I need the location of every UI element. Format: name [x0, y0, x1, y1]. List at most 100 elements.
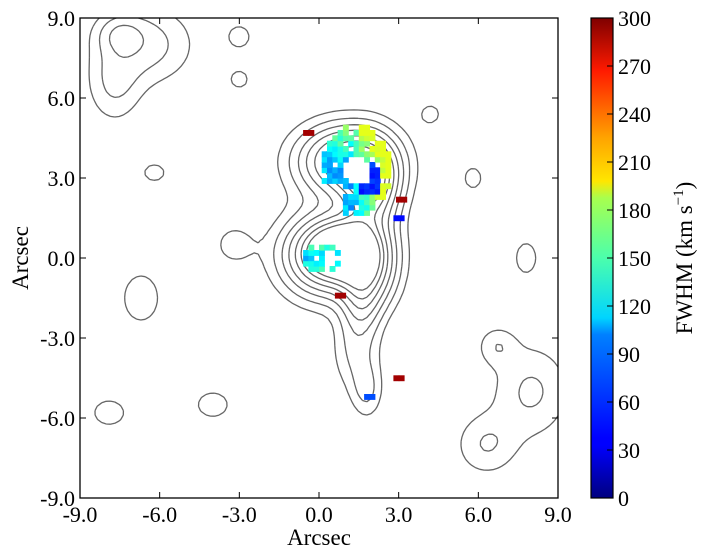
fwhm-pixel — [308, 130, 315, 136]
fwhm-pixel — [327, 172, 333, 179]
fwhm-pixel — [348, 204, 355, 211]
fwhm-pixel — [358, 130, 365, 136]
fwhm-pixel — [353, 194, 360, 200]
colorbar-tick-label: 60 — [618, 390, 640, 415]
fwhm-pixel — [364, 135, 370, 142]
fwhm-pixel — [348, 194, 355, 200]
contour-level — [288, 129, 400, 321]
colorbar-tick-label: 30 — [618, 438, 640, 463]
colorbar-axis: 0 30 60 90 120 150 180 210 240 270 300 — [607, 6, 651, 511]
fwhm-pixel — [337, 162, 344, 168]
fwhm-pixel — [303, 260, 309, 267]
fwhm-pixel — [358, 124, 365, 131]
y-tick-label: 0.0 — [48, 246, 76, 271]
fwhm-pixel — [327, 156, 333, 163]
fwhm-pixel — [342, 135, 349, 142]
fwhm-pixel — [380, 162, 386, 168]
fwhm-pixel — [327, 167, 333, 174]
fwhm-pixel — [303, 250, 309, 256]
fwhm-pixel — [337, 178, 344, 184]
fwhm-pixel — [380, 151, 386, 158]
fwhm-pixel — [374, 183, 381, 190]
fwhm-pixel — [342, 183, 349, 190]
fwhm-pixel — [353, 146, 360, 152]
fwhm-pixel — [332, 178, 339, 184]
colorbar-label: FWHM (km s−1) — [671, 182, 697, 335]
fwhm-pixel — [342, 130, 349, 136]
colorbar-tick-label: 210 — [618, 150, 651, 175]
fwhm-pixel — [342, 151, 349, 158]
fwhm-pixel — [369, 188, 376, 195]
fwhm-pixel — [353, 210, 360, 216]
fwhm-pixel — [348, 140, 355, 147]
fwhm-pixel — [380, 194, 386, 200]
fwhm-pixel — [369, 151, 376, 158]
y-tick-label: -3.0 — [40, 326, 75, 351]
fwhm-pixel — [340, 292, 347, 299]
x-tick-label: 3.0 — [385, 502, 413, 527]
fwhm-pixel — [364, 130, 370, 136]
fwhm-pixel — [393, 375, 400, 382]
fwhm-pixel — [385, 167, 392, 174]
fwhm-pixel — [385, 172, 392, 179]
contour-level — [294, 135, 395, 310]
fwhm-pixel — [380, 183, 386, 190]
fwhm-pixel — [374, 194, 381, 200]
fwhm-pixel — [364, 210, 370, 216]
fwhm-pixel — [374, 188, 381, 195]
fwhm-pixel — [319, 260, 325, 267]
fwhm-pixel — [342, 194, 349, 200]
fwhm-pixel — [342, 210, 349, 216]
fwhm-pixel — [321, 156, 328, 163]
x-tick-label: 6.0 — [465, 502, 493, 527]
fwhm-pixel — [319, 244, 325, 251]
fwhm-pixel — [342, 204, 349, 211]
fwhm-pixel — [332, 140, 339, 147]
fwhm-pixel — [380, 140, 386, 147]
y-tick-label: 3.0 — [48, 166, 76, 191]
fwhm-pixel — [358, 151, 365, 158]
fwhm-pixel — [369, 204, 376, 211]
fwhm-pixel — [308, 255, 315, 262]
colorbar-tick-label: 270 — [618, 54, 651, 79]
fwhm-pixel — [321, 178, 328, 184]
fwhm-pixel — [364, 124, 370, 131]
fwhm-pixel — [337, 151, 344, 158]
fwhm-pixel — [337, 140, 344, 147]
fwhm-pixel — [308, 250, 315, 256]
fwhm-pixel — [358, 188, 365, 195]
x-axis-label: Arcsec — [287, 525, 351, 550]
fwhm-pixel — [308, 244, 315, 251]
fwhm-pixel — [348, 151, 355, 158]
fwhm-pixel — [321, 162, 328, 168]
fwhm-pixel — [334, 292, 341, 299]
fwhm-pixel — [337, 146, 344, 152]
contour-level — [98, 18, 544, 452]
fwhm-pixel — [321, 151, 328, 158]
fwhm-pixel — [353, 199, 360, 206]
contour-level — [108, 24, 405, 337]
fwhm-pixel — [332, 172, 339, 179]
fwhm-pixel — [374, 140, 381, 147]
x-tick-label: -6.0 — [142, 502, 177, 527]
fwhm-pixel — [380, 146, 386, 152]
fwhm-pixel — [369, 167, 376, 174]
fwhm-pixel — [319, 255, 325, 262]
fwhm-pixel — [329, 244, 336, 251]
fwhm-pixel — [334, 260, 341, 267]
fwhm-pixel — [327, 146, 333, 152]
fwhm-pixel — [303, 130, 309, 136]
colorbar — [591, 18, 613, 498]
fwhm-pixel — [396, 196, 402, 203]
fwhm-pixel — [358, 146, 365, 152]
fwhm-pixel — [324, 244, 331, 251]
contour-layer — [88, 18, 558, 471]
fwhm-pixel — [385, 162, 392, 168]
fwhm-pixel — [369, 183, 376, 190]
fwhm-pixel — [348, 135, 355, 142]
fwhm-pixel — [327, 178, 333, 184]
fwhm-pixel — [401, 196, 408, 203]
fwhm-pixel — [332, 135, 339, 142]
fwhm-pixel — [358, 204, 365, 211]
fwhm-pixel — [337, 167, 344, 174]
